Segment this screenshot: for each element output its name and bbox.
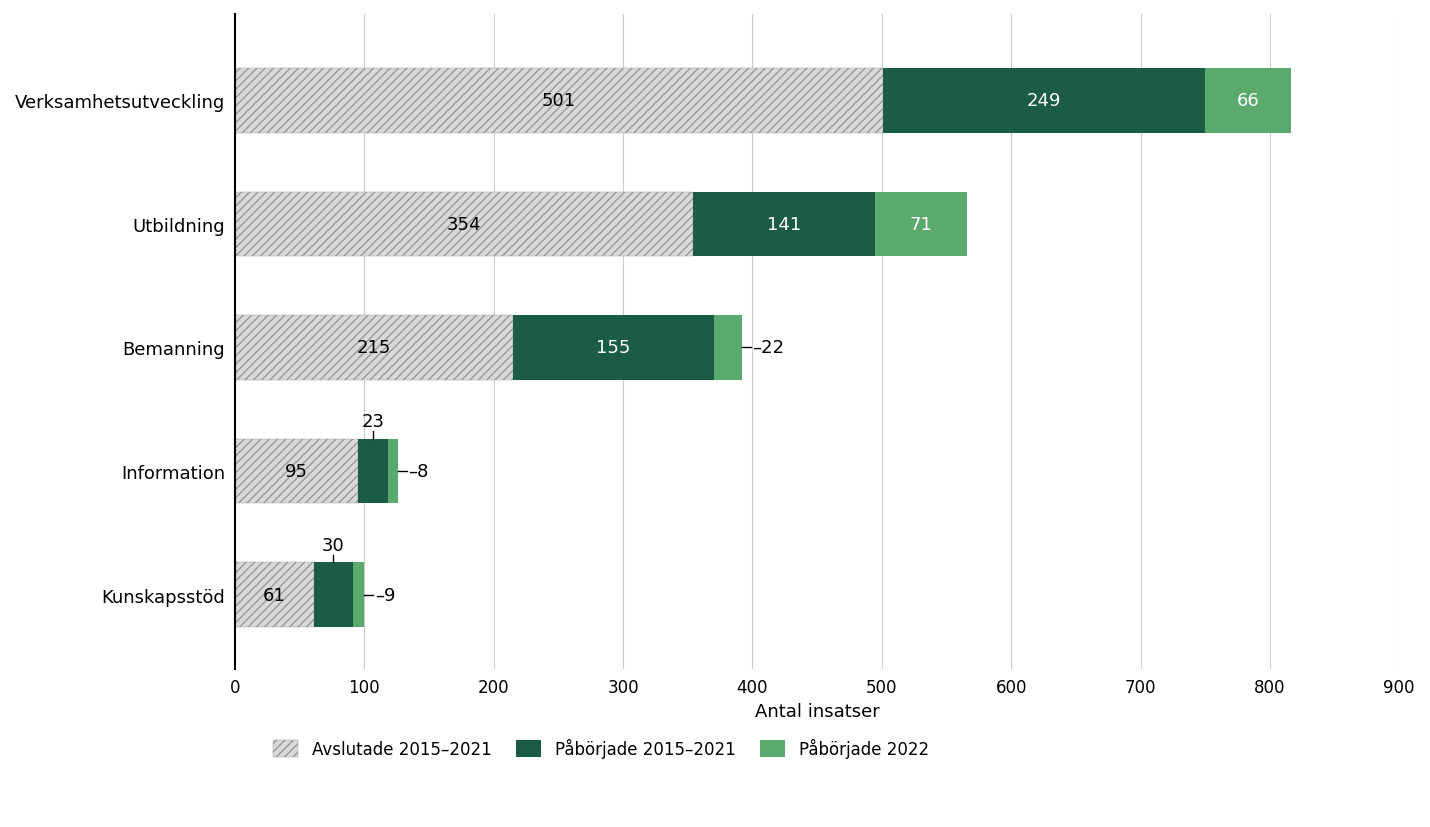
Text: –22: –22 (752, 339, 785, 357)
Text: 71: 71 (909, 216, 932, 234)
Text: 30: 30 (322, 536, 345, 554)
Bar (714, 316, 742, 380)
Bar (694, 193, 875, 257)
Bar (235, 193, 694, 257)
Bar (353, 562, 365, 627)
Text: 23: 23 (362, 413, 385, 431)
Text: –8: –8 (409, 462, 429, 480)
X-axis label: Antal insatser: Antal insatser (755, 702, 879, 720)
Text: 215: 215 (358, 339, 392, 357)
Text: 501: 501 (542, 93, 576, 110)
Legend: Avslutade 2015–2021, Påbörjade 2015–2021, Påbörjade 2022: Avslutade 2015–2021, Påbörjade 2015–2021… (266, 732, 935, 765)
Bar (235, 69, 884, 133)
Bar (1205, 69, 1291, 133)
Text: –9: –9 (375, 586, 395, 604)
Text: 354: 354 (446, 216, 482, 234)
Bar (358, 439, 388, 504)
Text: 155: 155 (596, 339, 631, 357)
Bar (235, 316, 513, 380)
Text: 249: 249 (1027, 93, 1061, 110)
Bar (884, 69, 1205, 133)
Bar (235, 562, 313, 627)
Text: 66: 66 (1237, 93, 1260, 110)
Bar (513, 316, 714, 380)
Text: 141: 141 (766, 216, 801, 234)
Bar (875, 193, 967, 257)
Bar (235, 439, 358, 504)
Bar (388, 439, 398, 504)
Text: 61: 61 (263, 586, 286, 604)
Bar (313, 562, 353, 627)
Text: 95: 95 (285, 462, 307, 480)
